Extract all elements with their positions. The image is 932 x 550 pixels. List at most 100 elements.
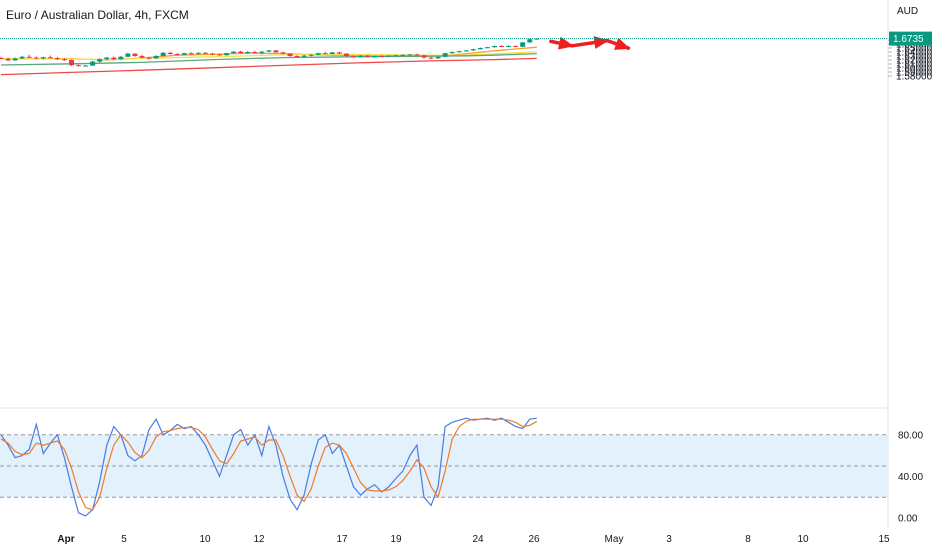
candle — [195, 52, 201, 55]
candle — [252, 50, 258, 54]
candle-body — [435, 56, 441, 59]
time-tick-label: 17 — [336, 534, 348, 545]
moving-average-line — [0, 57, 537, 76]
candle — [358, 55, 364, 58]
candle — [470, 48, 476, 51]
time-tick-label: 10 — [199, 534, 211, 545]
candle-body — [400, 54, 406, 56]
candle-body — [294, 56, 300, 57]
candle — [414, 53, 420, 56]
candle — [492, 45, 497, 48]
candle — [428, 56, 434, 60]
candle — [210, 52, 215, 56]
candle-body — [61, 59, 67, 61]
candle-body — [12, 58, 18, 61]
candle — [188, 52, 194, 55]
candle — [372, 55, 378, 58]
candle — [273, 50, 279, 53]
candle-body — [492, 46, 497, 48]
candle — [12, 57, 18, 61]
candle — [329, 52, 335, 55]
candle-body — [210, 53, 215, 55]
oscillator-line — [0, 418, 538, 511]
candle-body — [520, 42, 526, 47]
candle-body — [33, 57, 39, 59]
candle-body — [442, 53, 448, 57]
candle-body — [329, 52, 335, 54]
candle-body — [174, 54, 180, 55]
oscillator-axis[interactable]: 80.00 40.00 0.00 — [898, 430, 923, 524]
oscillator-tick-label: 40.00 — [898, 472, 923, 483]
candle — [336, 52, 342, 54]
candle-body — [470, 49, 476, 51]
candle-body — [336, 52, 342, 54]
candle-body — [195, 52, 201, 54]
projection-arrow-head — [593, 36, 610, 49]
candle — [365, 55, 371, 58]
candle-body — [238, 51, 244, 54]
candle — [421, 54, 427, 59]
candle — [513, 45, 519, 48]
candle-body — [111, 57, 117, 60]
candle — [442, 52, 448, 58]
candle-body — [217, 54, 223, 56]
candle — [76, 64, 82, 67]
oscillator-line — [0, 417, 537, 517]
candle-body — [181, 53, 187, 55]
candle — [527, 38, 533, 43]
candle-body — [202, 52, 208, 54]
candle-body — [132, 53, 138, 56]
projection-arrow-head — [614, 37, 631, 50]
time-tick-label: 3 — [666, 534, 672, 545]
candle-body — [167, 52, 173, 54]
candle-body — [40, 57, 46, 59]
candle — [477, 47, 483, 50]
projection-arrows — [549, 36, 631, 50]
candle-body — [428, 57, 434, 59]
candle — [33, 56, 39, 60]
time-tick-label: Apr — [57, 534, 74, 545]
candle-body — [19, 56, 25, 59]
candle-body — [273, 50, 279, 53]
candle-body — [266, 50, 272, 52]
candle — [181, 52, 187, 56]
time-axis[interactable]: Apr 5 10 12 17 19 24 26 May 3 8 10 15 — [57, 534, 890, 545]
candle-body — [259, 51, 265, 53]
candle-body — [322, 53, 328, 55]
candle-body — [47, 57, 53, 59]
candle — [5, 57, 11, 62]
candle — [301, 54, 307, 58]
candle-body — [224, 53, 230, 56]
time-tick-label: 5 — [121, 534, 127, 545]
candle — [174, 53, 180, 56]
candle-body — [252, 52, 258, 53]
candle-body — [146, 57, 152, 59]
candle — [69, 59, 74, 66]
candle — [153, 55, 159, 59]
candle-body — [414, 54, 420, 56]
candle-body — [301, 55, 307, 57]
candle-body — [407, 54, 413, 56]
candle — [322, 52, 328, 55]
candle-body — [477, 48, 483, 50]
candle — [520, 42, 526, 48]
candle-body — [421, 55, 427, 58]
price-tick-label: 1.62000 — [896, 56, 932, 67]
time-tick-label: 10 — [797, 534, 809, 545]
candle-body — [463, 50, 469, 52]
candle — [26, 54, 32, 58]
candle — [379, 55, 385, 57]
candle-body — [125, 53, 131, 57]
current-price-marker: 1.6735 — [0, 31, 932, 46]
candle-body — [118, 56, 124, 60]
candle-body — [5, 58, 11, 61]
projection-arrow — [605, 37, 631, 50]
candle — [499, 45, 505, 48]
candle — [61, 58, 67, 61]
time-tick-label: 24 — [472, 534, 484, 545]
candle — [456, 50, 462, 53]
candle-body — [104, 57, 110, 60]
price-tick-label: 1.61000 — [896, 60, 932, 71]
time-tick-label: 12 — [253, 534, 265, 545]
